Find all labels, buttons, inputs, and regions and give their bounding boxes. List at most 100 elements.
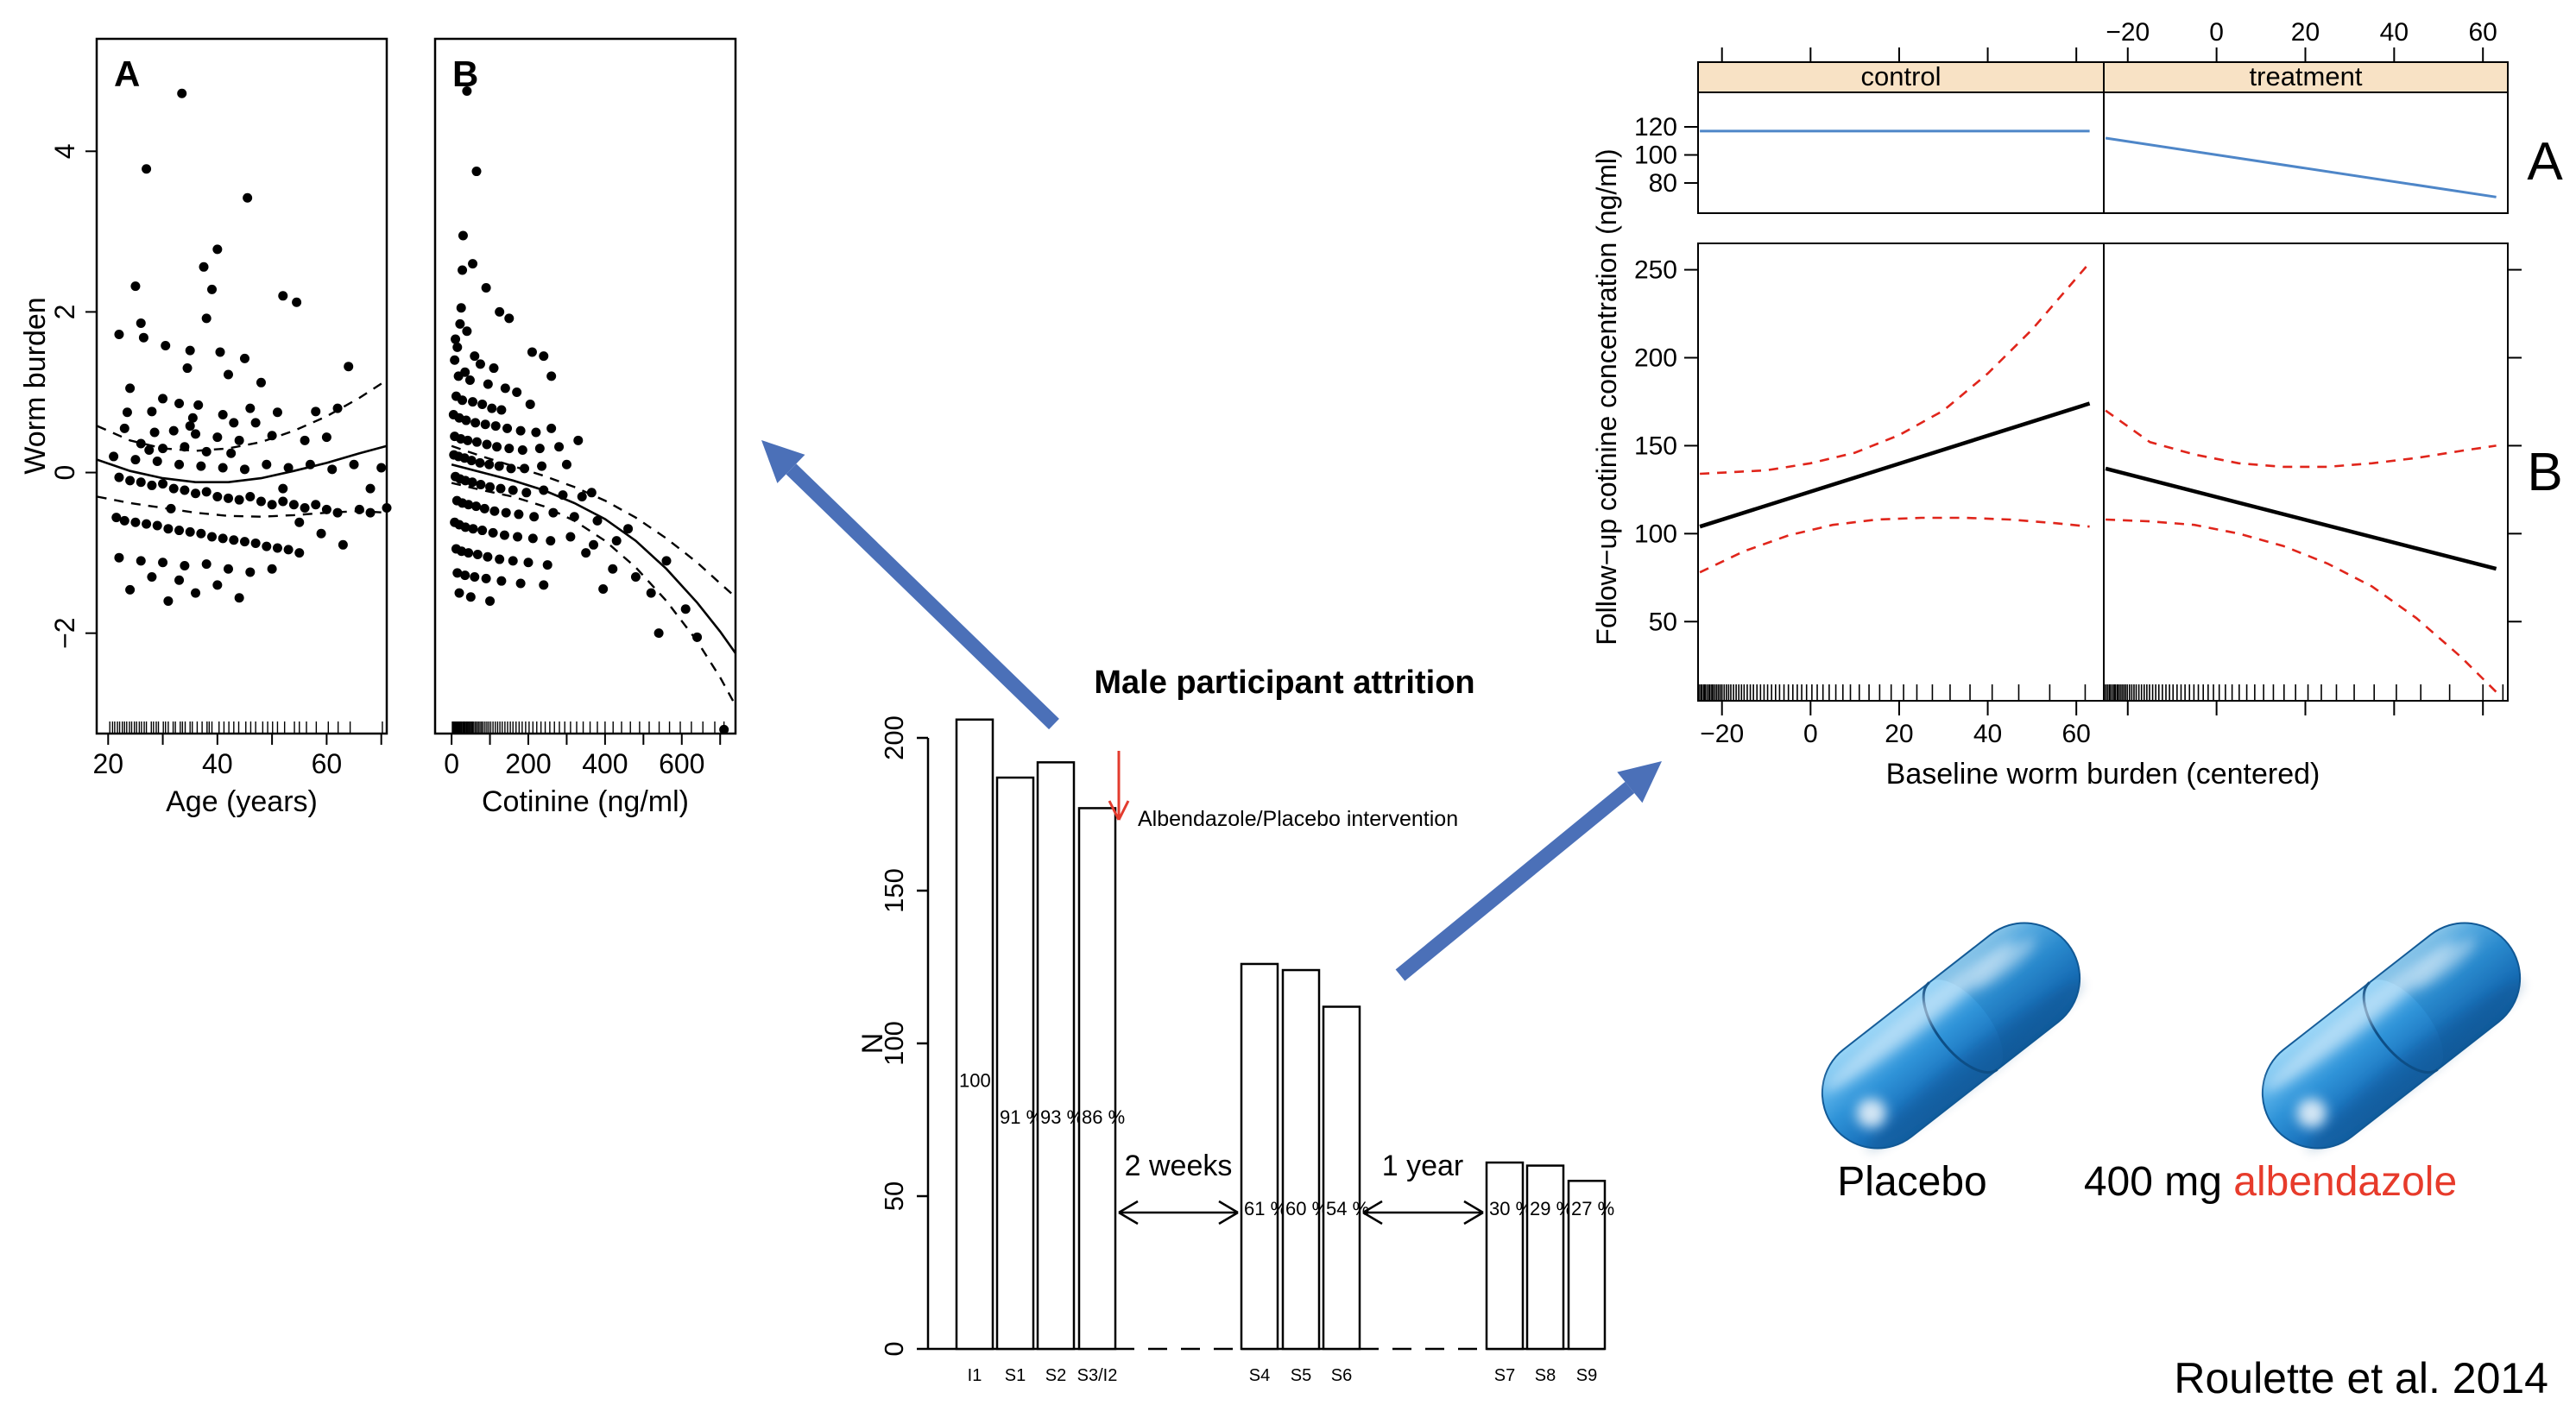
strip-label-control: control [1860,61,1941,91]
strip-control [1697,61,2105,93]
gap-label-1-year: 1 year [1382,1150,1464,1182]
svg-text:80: 80 [1649,169,1677,198]
svg-text:100: 100 [879,1021,909,1066]
scatter-b-x-axis-label: Cotinine (ng/ml) [482,785,689,818]
svg-text:27 %: 27 % [1571,1198,1614,1219]
scatter-panel-b-letter: B [452,54,478,94]
svg-text:100: 100 [1634,142,1677,170]
bar-S5 [1281,968,1321,1351]
svg-text:0: 0 [49,465,80,481]
scatter-panel-a-letter: A [114,54,140,94]
svg-text:S2: S2 [1045,1366,1066,1385]
svg-text:S7: S7 [1494,1366,1515,1385]
svg-text:S4: S4 [1249,1366,1270,1385]
scatter-a-x-axis-label: Age (years) [166,785,318,818]
svg-text:20: 20 [1885,720,1913,748]
svg-text:2: 2 [49,305,80,320]
bar-S7 [1485,1161,1525,1351]
scatter-points-b [448,85,729,734]
blue-arrow-group [761,440,1662,981]
lattice-b-panel-treatment [2105,409,2504,701]
svg-text:600: 600 [659,748,704,779]
svg-text:−20: −20 [1700,720,1744,748]
svg-text:−20: −20 [2106,18,2150,47]
svg-text:40: 40 [2380,18,2409,47]
svg-text:4: 4 [49,143,80,159]
svg-text:250: 250 [1634,256,1677,285]
svg-text:29 %: 29 % [1530,1198,1573,1219]
capsule-graphic [2261,922,2523,1150]
lattice-y-axis-label: Follow−up cotinine concentration (ng/ml) [1591,148,1622,645]
albendazole-label-dose: 400 mg [2083,1159,2234,1205]
svg-text:20: 20 [92,748,123,779]
scatter-y-axis-label: Worm burden [19,297,52,474]
svg-text:S8: S8 [1535,1366,1556,1385]
svg-text:0: 0 [879,1341,909,1356]
svg-text:I1: I1 [968,1366,982,1385]
fit-line-b [451,463,737,654]
bar-S8 [1525,1164,1565,1351]
gap-label-2-weeks: 2 weeks [1125,1150,1233,1182]
svg-text:30 %: 30 % [1489,1198,1532,1219]
bar-S3/I2 [1077,807,1117,1351]
svg-text:S6: S6 [1331,1366,1352,1385]
svg-text:S5: S5 [1291,1366,1311,1385]
svg-text:S1: S1 [1005,1366,1026,1385]
lattice-row-a-letter: A [2527,132,2563,192]
svg-text:60 %: 60 % [1285,1198,1329,1219]
svg-text:40: 40 [1973,720,2002,748]
svg-text:91 %: 91 % [1000,1106,1043,1128]
scatter-panel-a: 20 40 60 −2 0 2 4 [49,37,392,779]
lattice-x-axis-label: Baseline worm burden (centered) [1886,758,2320,791]
svg-text:54 %: 54 % [1326,1198,1369,1219]
albendazole-label-drug: albendazole [2233,1159,2458,1205]
bar-S2 [1036,761,1076,1351]
svg-text:120: 120 [1634,113,1677,142]
svg-text:400: 400 [582,748,628,779]
treatment-cotinine-line [2105,136,2497,198]
svg-text:50: 50 [1649,608,1677,636]
albendazole-capsule-image [2261,922,2523,1150]
bar-S4 [1240,962,1279,1351]
placebo-label: Placebo [1837,1159,1987,1205]
svg-text:61 %: 61 % [1244,1198,1287,1219]
svg-text:S9: S9 [1576,1366,1597,1385]
intervention-arrow [1108,751,1130,821]
bar-S1 [995,776,1035,1351]
svg-text:50: 50 [879,1181,909,1211]
bar-I1 [955,718,994,1351]
svg-text:100: 100 [1634,520,1677,548]
svg-text:0: 0 [2209,18,2224,47]
lattice-row-b-letter: B [2527,443,2562,502]
svg-text:150: 150 [1634,432,1677,460]
svg-text:60: 60 [2062,720,2091,748]
strip-label-treatment: treatment [2250,61,2363,91]
svg-text:60: 60 [312,748,343,779]
svg-text:86 %: 86 % [1082,1106,1125,1128]
bar-S9 [1567,1180,1607,1351]
svg-text:−2: −2 [49,617,80,648]
blue-arrow-1 [761,440,1059,730]
svg-text:20: 20 [2291,18,2320,47]
svg-text:200: 200 [1634,344,1677,373]
scatter-panel-b: 0 200 400 600 [433,37,737,779]
fit-line-a [97,444,388,484]
svg-text:200: 200 [879,715,909,760]
svg-text:S3/I2: S3/I2 [1077,1366,1118,1385]
albendazole-label: 400 mg albendazole [2072,1158,2469,1206]
lattice-b-panel-control [1698,261,2091,701]
svg-text:200: 200 [505,748,551,779]
capsule-graphic [1821,922,2083,1150]
citation: Roulette et al. 2014 [2174,1354,2548,1402]
placebo-capsule-image [1821,922,2083,1150]
attrition-y-axis-label: N [856,1033,889,1055]
svg-text:93 %: 93 % [1040,1106,1083,1128]
